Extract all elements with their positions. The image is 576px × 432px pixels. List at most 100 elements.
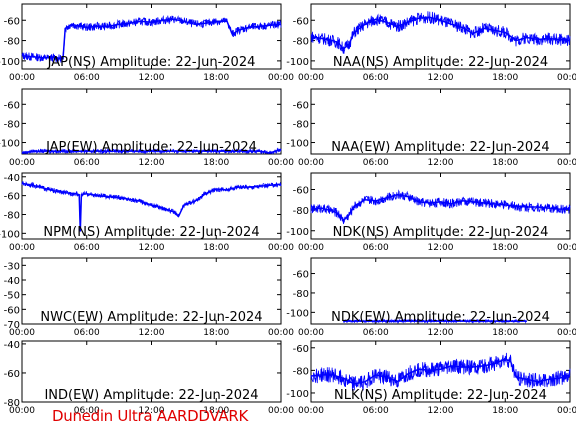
x-tick-label: 18:00 [492, 158, 518, 168]
y-tick-label: -70 [4, 320, 20, 331]
x-tick-label: 06:00 [363, 158, 389, 168]
x-tick-label: 00:00 [557, 73, 576, 83]
panel-4: -100 -80 -60 -40 00:00 06:00 12:00 18:00 00:00 NP… [0, 172, 294, 253]
y-tick-label: -60 [4, 100, 20, 111]
x-tick-label: 06:00 [74, 328, 100, 338]
y-tick-label: -100 [286, 389, 309, 400]
y-tick-label: -60 [4, 369, 20, 380]
y-tick-label: -80 [293, 206, 309, 217]
y-tick-label: -100 [286, 139, 309, 150]
y-tick-label: -40 [4, 340, 20, 351]
x-tick-label: 06:00 [74, 158, 100, 168]
series-line [21, 18, 282, 60]
series-trace [310, 11, 571, 54]
series-trace [310, 352, 571, 391]
x-tick-label: 12:00 [428, 158, 454, 168]
x-tick-label: 06:00 [74, 243, 100, 253]
x-tick-label: 18:00 [492, 243, 518, 253]
panel-title: NLK(NS) Amplitude: 22-Jun-2024 [334, 388, 547, 403]
x-tick-label: 06:00 [363, 243, 389, 253]
x-tick-label: 18:00 [492, 73, 518, 83]
x-tick-label: 00:00 [298, 73, 324, 83]
y-tick-label: -80 [4, 119, 20, 130]
panel-7: -100 -80 -60 00:00 06:00 12:00 18:00 00:00 NDK(E… [286, 257, 576, 338]
series-line [21, 148, 282, 154]
footer-label: Dunedin Ultra AARDDVARK [52, 407, 249, 425]
x-tick-label: 00:00 [268, 406, 294, 416]
series-line [310, 358, 571, 385]
y-tick-label: -60 [293, 270, 309, 281]
y-tick-label: -100 [0, 139, 20, 150]
panel-9: -100 -80 -60 00:00 06:00 12:00 18:00 00:00 NLK(N… [286, 340, 576, 416]
y-tick-label: -60 [4, 16, 20, 27]
x-tick-label: 06:00 [74, 73, 100, 83]
x-tick-label: 00:00 [9, 328, 35, 338]
y-tick-label: -60 [293, 186, 309, 197]
x-tick-label: 18:00 [203, 73, 229, 83]
x-tick-label: 00:00 [557, 406, 576, 416]
x-tick-label: 06:00 [363, 406, 389, 416]
y-tick-label: -40 [4, 173, 20, 184]
y-tick-label: -100 [0, 57, 20, 68]
x-tick-label: 00:00 [268, 328, 294, 338]
panel-8: -80 -60 -40 00:00 06:00 12:00 18:00 00:00 IND(EW… [4, 340, 295, 416]
x-tick-label: 06:00 [74, 406, 100, 416]
x-tick-label: 12:00 [428, 328, 454, 338]
x-tick-label: 00:00 [298, 243, 324, 253]
series-line [21, 182, 282, 232]
y-tick-label: -60 [4, 192, 20, 203]
panel-title: IND(EW) Amplitude: 22-Jun-2024 [44, 388, 258, 403]
x-tick-label: 12:00 [139, 73, 165, 83]
y-tick-label: -100 [286, 227, 309, 238]
x-tick-label: 00:00 [298, 406, 324, 416]
x-tick-label: 18:00 [203, 158, 229, 168]
x-tick-label: 00:00 [298, 158, 324, 168]
x-tick-label: 12:00 [428, 406, 454, 416]
panel-2: -100 -80 -60 00:00 06:00 12:00 18:00 00:00 JAP(E… [0, 88, 294, 168]
panel-5: -100 -80 -60 00:00 06:00 12:00 18:00 00:00 NDK(N… [286, 172, 576, 253]
x-tick-label: 18:00 [203, 243, 229, 253]
y-tick-label: -40 [4, 276, 20, 287]
x-tick-label: 06:00 [363, 328, 389, 338]
x-tick-label: 00:00 [557, 158, 576, 168]
x-tick-label: 18:00 [492, 406, 518, 416]
panel-title: NAA(EW) Amplitude: 22-Jun-2024 [331, 140, 549, 155]
y-tick-label: -80 [293, 37, 309, 48]
panel-1: -100 -80 -60 00:00 06:00 12:00 18:00 00:00 NAA(N… [286, 3, 576, 83]
y-tick-label: -30 [4, 261, 20, 272]
x-tick-label: 00:00 [268, 243, 294, 253]
x-tick-label: 12:00 [139, 406, 165, 416]
x-tick-label: 00:00 [9, 158, 35, 168]
x-tick-label: 00:00 [557, 243, 576, 253]
panel-title: JAP(EW) Amplitude: 22-Jun-2024 [45, 140, 257, 155]
panel-title: NWC(EW) Amplitude: 22-Jun-2024 [40, 310, 262, 325]
panel-0: -100 -80 -60 00:00 06:00 12:00 18:00 00:00 JAP(N… [0, 3, 294, 83]
x-tick-label: 12:00 [139, 158, 165, 168]
y-tick-label: -80 [4, 398, 20, 409]
x-tick-label: 12:00 [139, 328, 165, 338]
y-tick-label: -80 [4, 37, 20, 48]
panel-3: -100 -80 -60 00:00 06:00 12:00 18:00 00:00 NAA(E… [286, 88, 576, 168]
x-tick-label: 18:00 [203, 328, 229, 338]
y-tick-label: -60 [293, 100, 309, 111]
series-line [310, 16, 571, 50]
x-tick-label: 12:00 [428, 243, 454, 253]
y-tick-label: -100 [286, 308, 309, 319]
y-tick-label: -100 [286, 57, 309, 68]
y-tick-label: -100 [0, 229, 20, 240]
panel-title: NDK(EW) Amplitude: 22-Jun-2024 [331, 310, 550, 325]
x-tick-label: 18:00 [203, 406, 229, 416]
x-tick-label: 06:00 [363, 73, 389, 83]
x-tick-label: 00:00 [268, 158, 294, 168]
y-tick-label: -50 [4, 291, 20, 302]
x-tick-label: 00:00 [9, 406, 35, 416]
y-tick-label: -80 [293, 119, 309, 130]
panel-title: NDK(NS) Amplitude: 22-Jun-2024 [333, 225, 549, 240]
y-tick-label: -80 [293, 289, 309, 300]
panel-title: JAP(NS) Amplitude: 22-Jun-2024 [47, 55, 256, 70]
x-tick-label: 12:00 [139, 243, 165, 253]
x-tick-label: 00:00 [9, 243, 35, 253]
y-tick-label: -80 [293, 366, 309, 377]
panel-title: NPM(NS) Amplitude: 22-Jun-2024 [43, 225, 259, 240]
